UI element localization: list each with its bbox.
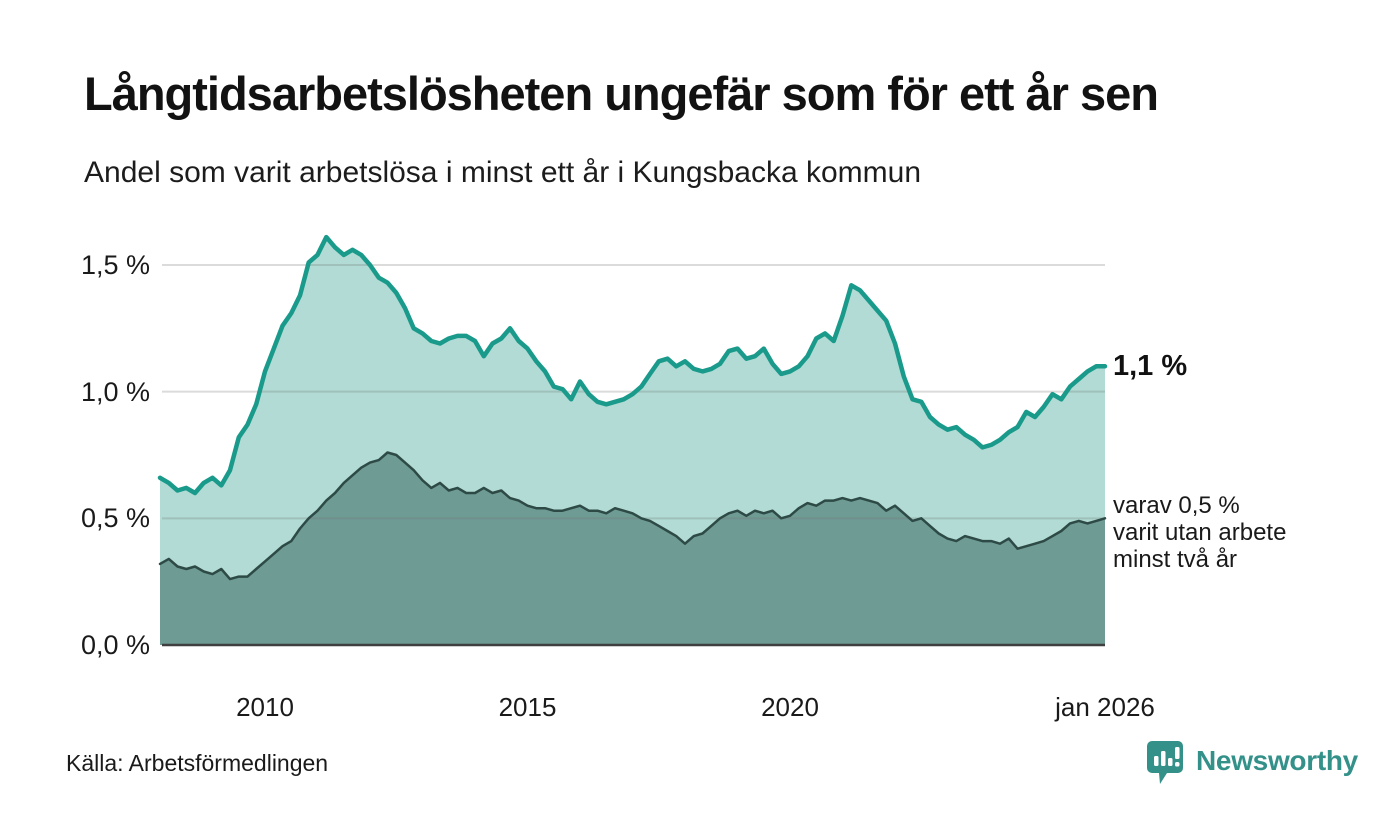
y-axis-tick-label: 1,5 % [80, 250, 150, 280]
x-axis-tick-label: jan 2026 [1055, 692, 1155, 722]
page-subtitle: Andel som varit arbetslösa i minst ett å… [84, 156, 922, 189]
newsworthy-logo: Newsworthy [1146, 739, 1358, 787]
y-axis-tick-label: 0,0 % [80, 630, 150, 660]
secondary-series-label-line1: varav 0,5 % [1113, 492, 1240, 520]
secondary-series-label-line3: minst två år [1113, 546, 1238, 574]
y-axis-tick-label: 1,0 % [80, 376, 150, 407]
x-axis-tick-label: 2020 [761, 692, 819, 722]
secondary-series-label: varav 0,5 % varit utan arbete minst två … [1113, 492, 1286, 573]
x-axis-tick-label: 2010 [236, 692, 294, 722]
page-title: Långtidsarbetslösheten ungefär som för e… [84, 67, 1159, 120]
x-axis-tick-label: 2015 [498, 692, 557, 722]
bar-chart-speech-bubble-icon [1147, 741, 1183, 784]
series-2-line [158, 451, 1107, 581]
secondary-series-label-line2: varit utan arbete [1113, 519, 1287, 547]
source-note: Källa: Arbetsförmedlingen [66, 750, 329, 776]
series-1-line [157, 234, 1108, 496]
brand-name: Newsworthy [1196, 745, 1358, 776]
latest-value-label: 1,1 % [1113, 350, 1188, 383]
y-axis-tick-label: 0,5 % [80, 503, 150, 534]
